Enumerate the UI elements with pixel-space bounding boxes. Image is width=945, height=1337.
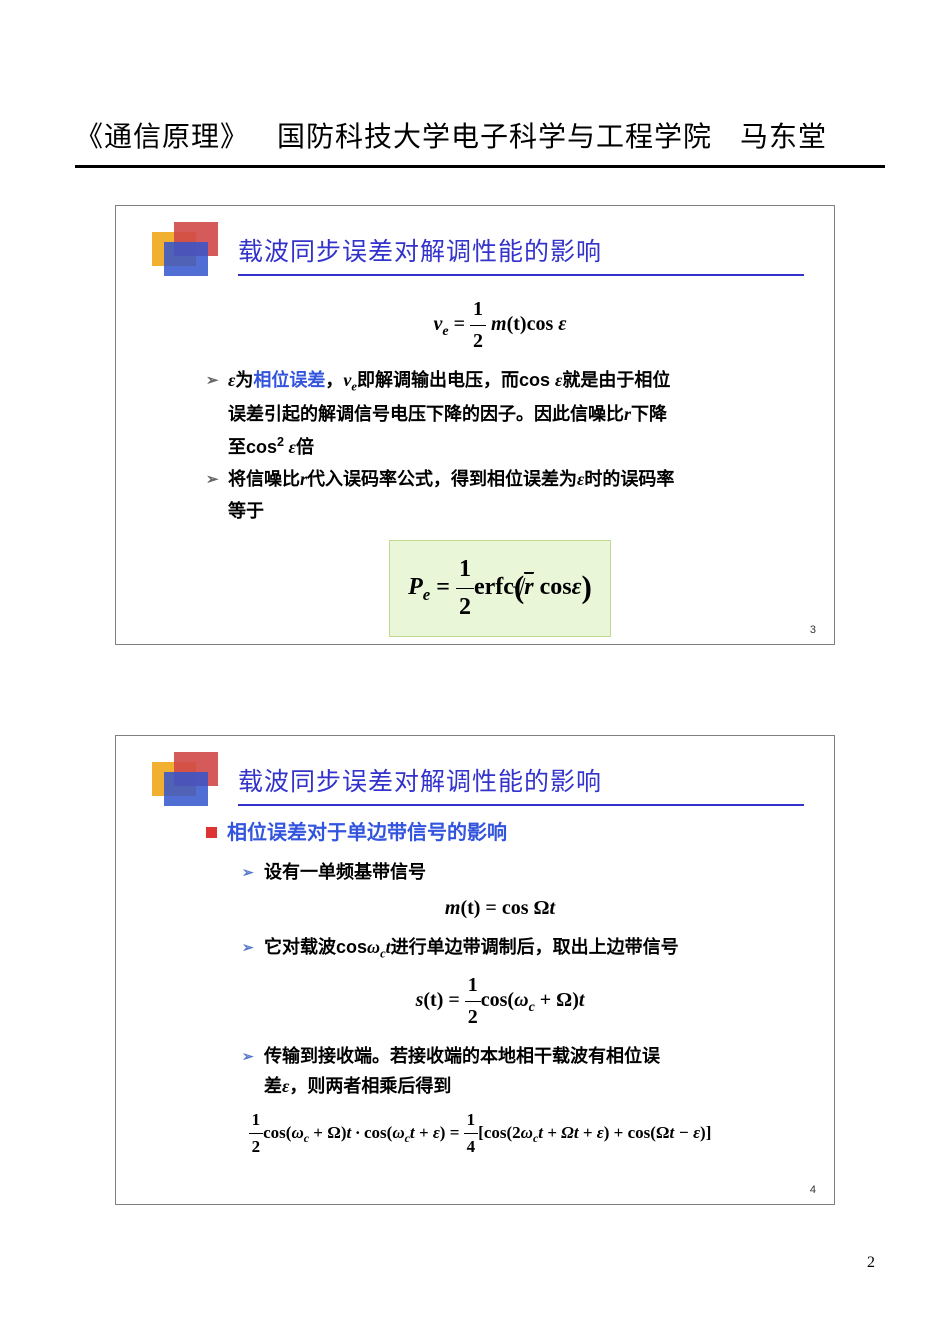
- arrow-icon: ➢: [206, 369, 219, 392]
- slide2-eq1: m(t) = cos Ωt: [206, 893, 794, 924]
- slide1-bullet1-line2: 误差引起的解调信号电压下降的因子。因此信噪比r下降: [206, 401, 794, 429]
- slide-1-title: 载波同步误差对解调性能的影响: [238, 232, 804, 276]
- slide-logo-icon: [146, 752, 224, 808]
- slide1-bullet2-line2: 等于: [206, 498, 794, 526]
- slide1-bullet1-line3: 至cos2 ε倍: [206, 433, 794, 462]
- slide1-bullet1: ➢ ε为相位误差，ve即解调输出电压，而cos ε就是由于相位: [206, 367, 794, 397]
- page-number: 2: [867, 1254, 875, 1272]
- slide1-eq1: ve = 12 m(t)cos ε: [206, 294, 794, 357]
- slide-2: 载波同步误差对解调性能的影响 相位误差对于单边带信号的影响 ➢ 设有一单频基带信…: [115, 735, 835, 1205]
- slide2-eq2: s(t) = 12cos(ωc + Ω)t: [206, 970, 794, 1033]
- slide-1: 载波同步误差对解调性能的影响 ve = 12 m(t)cos ε ➢ ε为相位误…: [115, 205, 835, 645]
- slide2-sb3: ➢ 传输到接收端。若接收端的本地相干载波有相位误: [206, 1043, 794, 1071]
- header-book: 《通信原理》: [75, 122, 249, 153]
- header-author: 马东堂: [740, 122, 827, 153]
- slide-2-body: 相位误差对于单边带信号的影响 ➢ 设有一单频基带信号 m(t) = cos Ωt…: [206, 818, 794, 1170]
- slide-2-number: 4: [810, 1184, 816, 1196]
- slide2-sb2: ➢ 它对载波cosωct进行单边带调制后，取出上边带信号: [206, 934, 794, 964]
- slide2-sb3-line2: 差ε，则两者相乘后得到: [206, 1073, 794, 1101]
- page-header: 《通信原理》 国防科技大学电子科学与工程学院 马东堂: [75, 115, 885, 168]
- arrow-icon: ➢: [242, 1046, 254, 1068]
- red-square-icon: [206, 827, 217, 838]
- slide1-eq2: Pe = 12erfc(√√r cosε): [206, 540, 794, 637]
- slide-1-number: 3: [810, 624, 816, 636]
- arrow-icon: ➢: [242, 937, 254, 959]
- slide-logo-icon: [146, 222, 224, 278]
- arrow-icon: ➢: [206, 468, 219, 491]
- slide2-sb1: ➢ 设有一单频基带信号: [206, 859, 794, 887]
- arrow-icon: ➢: [242, 862, 254, 884]
- slide2-eq3: 12cos(ωc + Ω)t · cos(ωct + ε) = 14[cos(2…: [166, 1107, 794, 1161]
- slide2-section: 相位误差对于单边带信号的影响: [206, 818, 794, 849]
- slide1-bullet2: ➢ 将信噪比r代入误码率公式，得到相位误差为ε时的误码率: [206, 466, 794, 494]
- slide-1-body: ve = 12 m(t)cos ε ➢ ε为相位误差，ve即解调输出电压，而co…: [206, 288, 794, 647]
- header-inst: 国防科技大学电子科学与工程学院: [277, 122, 712, 153]
- slide-2-title: 载波同步误差对解调性能的影响: [238, 762, 804, 806]
